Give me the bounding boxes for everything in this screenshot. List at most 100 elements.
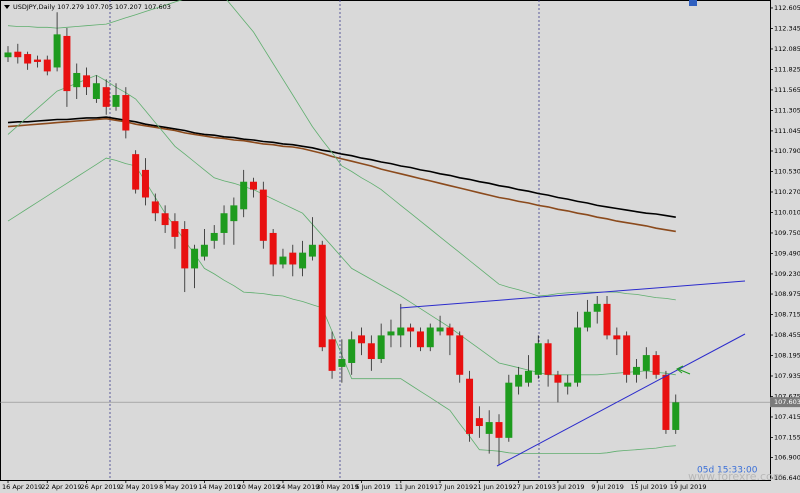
candle-body xyxy=(377,335,385,360)
y-tick-label: 109.230 xyxy=(774,270,800,278)
candle-body xyxy=(63,35,71,92)
x-tick-label: 8 May 2019 xyxy=(159,483,197,491)
arrow-head xyxy=(676,365,684,374)
period-separators xyxy=(109,0,540,480)
indicator-line xyxy=(7,117,676,233)
candle-body xyxy=(73,72,81,88)
candle-body xyxy=(191,248,199,269)
candles xyxy=(4,12,680,466)
candle-body xyxy=(583,311,591,328)
indicator-line xyxy=(7,116,676,218)
candle-body xyxy=(515,374,523,387)
candle-body xyxy=(593,303,601,312)
candle-body xyxy=(662,374,670,430)
timer: 05d 15:33:00 xyxy=(697,466,758,476)
candle-body xyxy=(200,244,208,257)
candle-body xyxy=(112,95,120,107)
x-tick-label: 11 Jun 2019 xyxy=(395,483,434,491)
trendlines xyxy=(399,280,746,467)
candle-body xyxy=(141,169,149,198)
x-tick-label: 30 May 2019 xyxy=(316,483,358,491)
candle-body xyxy=(397,327,405,336)
plot-frame xyxy=(0,0,771,481)
y-tick-label: 110.530 xyxy=(774,167,800,175)
y-tick-label: 112.605 xyxy=(774,4,800,12)
candle-body xyxy=(4,52,12,58)
candle-body xyxy=(338,359,346,367)
chart-title: USDJPY,Daily 107.279 107.705 107.207 107… xyxy=(13,3,171,11)
y-tick-label: 109.490 xyxy=(774,249,800,257)
candle-body xyxy=(102,87,110,107)
x-tick-label: 27 Jun 2019 xyxy=(513,483,552,491)
trendline xyxy=(496,333,746,467)
y-tick-label: 112.345 xyxy=(774,24,800,32)
y-tick-label: 110.010 xyxy=(774,208,800,216)
corner-icon xyxy=(689,0,697,6)
candle-body xyxy=(24,54,32,64)
candle-body xyxy=(122,95,130,131)
x-tick-label: 5 Jun 2019 xyxy=(356,483,391,491)
current-price-box xyxy=(770,397,800,408)
candle-body xyxy=(151,201,159,214)
candle-body xyxy=(181,229,189,269)
y-tick-label: 107.675 xyxy=(774,392,800,400)
candle-body xyxy=(446,327,454,336)
y-tick-label: 110.270 xyxy=(774,188,800,196)
candle-body xyxy=(250,181,257,190)
x-tick-label: 21 Jun 2019 xyxy=(473,483,512,491)
candle-body xyxy=(544,343,552,375)
y-tick-label: 108.195 xyxy=(774,351,800,359)
x-tick-label: 16 Apr 2019 xyxy=(2,483,42,491)
y-tick-label: 109.750 xyxy=(774,229,800,237)
y-tick-label: 108.715 xyxy=(774,311,800,319)
candle-body xyxy=(328,339,336,371)
candle-body xyxy=(416,331,424,348)
candle-body xyxy=(505,382,513,438)
candle-body xyxy=(475,418,483,427)
x-tick-label: 9 Jul 2019 xyxy=(591,483,624,491)
y-tick-label: 106.640 xyxy=(774,474,800,482)
candle-body xyxy=(14,51,22,58)
arrow xyxy=(676,365,691,375)
x-tick-label: 24 May 2019 xyxy=(277,483,319,491)
candle-body xyxy=(348,339,356,363)
candle-body xyxy=(161,213,169,226)
indicators xyxy=(0,0,770,454)
candle-body xyxy=(554,374,562,383)
candle-body xyxy=(358,335,366,344)
arrow-shaft xyxy=(677,368,691,375)
candle-body xyxy=(289,252,297,265)
x-tick-label: 2 May 2019 xyxy=(120,483,158,491)
candle-body xyxy=(367,343,375,360)
candle-body xyxy=(230,205,238,222)
candle-body xyxy=(534,343,542,375)
candle-body xyxy=(495,422,503,438)
candle-body xyxy=(652,355,660,375)
y-tick-label: 108.455 xyxy=(774,331,800,339)
candle-body xyxy=(259,189,267,241)
candle-body xyxy=(632,366,640,375)
x-tick-label: 22 Apr 2019 xyxy=(41,483,81,491)
candle-body xyxy=(574,327,582,383)
candle-body xyxy=(485,422,493,434)
x-tick-label: 3 Jul 2019 xyxy=(552,483,585,491)
candle-body xyxy=(603,303,611,336)
y-tick-label: 112.085 xyxy=(774,45,800,53)
y-tick-label: 107.935 xyxy=(774,372,800,380)
candle-body xyxy=(623,335,631,375)
axes: 112.605 112.345 112.085 111.825 111.565 111.3… xyxy=(2,4,800,491)
candle-body xyxy=(387,331,395,336)
y-tick-label: 107.415 xyxy=(774,413,800,421)
candle-body xyxy=(53,34,61,68)
candle-body xyxy=(436,327,444,332)
menu-triangle xyxy=(4,5,10,9)
candle-body xyxy=(210,232,218,241)
indicator-line xyxy=(7,74,676,376)
indicator-line xyxy=(7,0,676,301)
candle-body xyxy=(240,181,248,210)
candle-body xyxy=(299,252,307,269)
candle-body xyxy=(564,382,572,387)
trendline xyxy=(399,280,746,309)
candle-body xyxy=(269,232,277,265)
